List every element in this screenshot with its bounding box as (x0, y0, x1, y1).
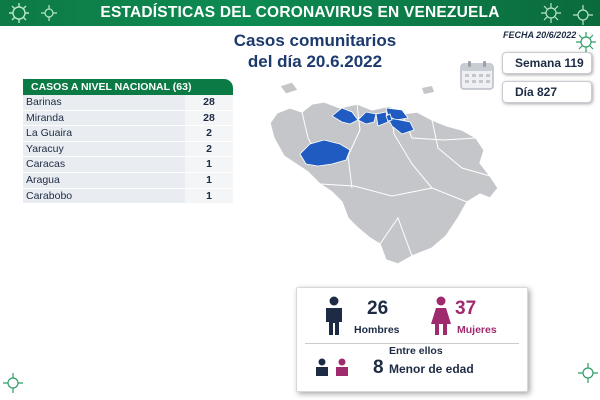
day-box: Día 827 (502, 81, 592, 103)
minors-label: Menor de edad (389, 362, 474, 376)
calendar-icon (460, 61, 494, 90)
minors-heading: Entre ellos (389, 345, 443, 357)
case-count: 2 (185, 141, 233, 157)
header-bar: ESTADÍSTICAS DEL CORONAVIRUS EN VENEZUEL… (0, 0, 600, 26)
demographics-card: 26 Hombres 37 Mujeres Entre ellos 8 Meno… (296, 287, 528, 392)
table-row: Miranda 28 (23, 110, 233, 127)
region-miranda (387, 117, 415, 135)
report-date: FECHA 20/6/2022 (503, 30, 577, 40)
case-count: 1 (185, 188, 233, 204)
minors-count: 8 (373, 357, 384, 378)
case-count: 28 (185, 110, 233, 126)
region-carabobo (357, 111, 377, 125)
state-name: Yaracuy (23, 141, 185, 157)
state-name: Barinas (23, 95, 185, 110)
map-base (269, 81, 499, 265)
male-icon (326, 296, 342, 335)
state-name: Caracas (23, 157, 185, 172)
region-barinas (299, 139, 351, 167)
week-box: Semana 119 (502, 52, 592, 74)
page-title: ESTADÍSTICAS DEL CORONAVIRUS EN VENEZUEL… (100, 4, 500, 21)
divider (305, 343, 519, 344)
table-row: Carabobo 1 (23, 188, 233, 205)
children-icon (316, 358, 348, 376)
case-count: 2 (185, 126, 233, 141)
table-row: Barinas 28 (23, 95, 233, 111)
state-name: La Guaira (23, 126, 185, 141)
state-name: Carabobo (23, 188, 185, 204)
virus-icon (41, 5, 57, 21)
women-count: 37 (455, 298, 477, 319)
region-la-guaira (385, 107, 409, 121)
female-icon (431, 296, 451, 335)
case-count: 1 (185, 172, 233, 188)
table-row: Aragua 1 (23, 172, 233, 189)
table-row: Caracas 1 (23, 157, 233, 173)
case-count: 1 (185, 157, 233, 172)
venezuela-map (269, 81, 499, 265)
virus-icon (578, 363, 598, 383)
case-count: 28 (185, 95, 233, 110)
women-label: Mujeres (457, 324, 497, 336)
subtitle-line-1: Casos comunitarios (233, 31, 397, 50)
virus-icon (573, 5, 593, 25)
map-highlight (299, 107, 415, 167)
national-cases-table: CASOS A NIVEL NACIONAL (63) Barinas 28 M… (23, 79, 233, 205)
region-caracas (385, 113, 393, 122)
men-label: Hombres (354, 324, 400, 336)
virus-icon (576, 32, 596, 52)
table-row: Yaracuy 2 (23, 141, 233, 158)
virus-icon (3, 373, 23, 393)
men-count: 26 (367, 298, 389, 319)
subtitle: Casos comunitarios del día 20.6.2022 (200, 30, 430, 72)
region-aragua (375, 111, 389, 127)
state-name: Miranda (23, 110, 185, 126)
virus-icon (9, 3, 29, 23)
state-name: Aragua (23, 172, 185, 188)
virus-icon (541, 3, 561, 23)
subtitle-line-2: del día 20.6.2022 (247, 52, 383, 71)
table-header: CASOS A NIVEL NACIONAL (63) (23, 79, 233, 95)
table-row: La Guaira 2 (23, 126, 233, 142)
